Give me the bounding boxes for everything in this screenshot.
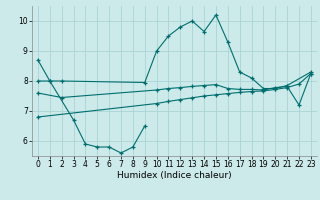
X-axis label: Humidex (Indice chaleur): Humidex (Indice chaleur) (117, 171, 232, 180)
